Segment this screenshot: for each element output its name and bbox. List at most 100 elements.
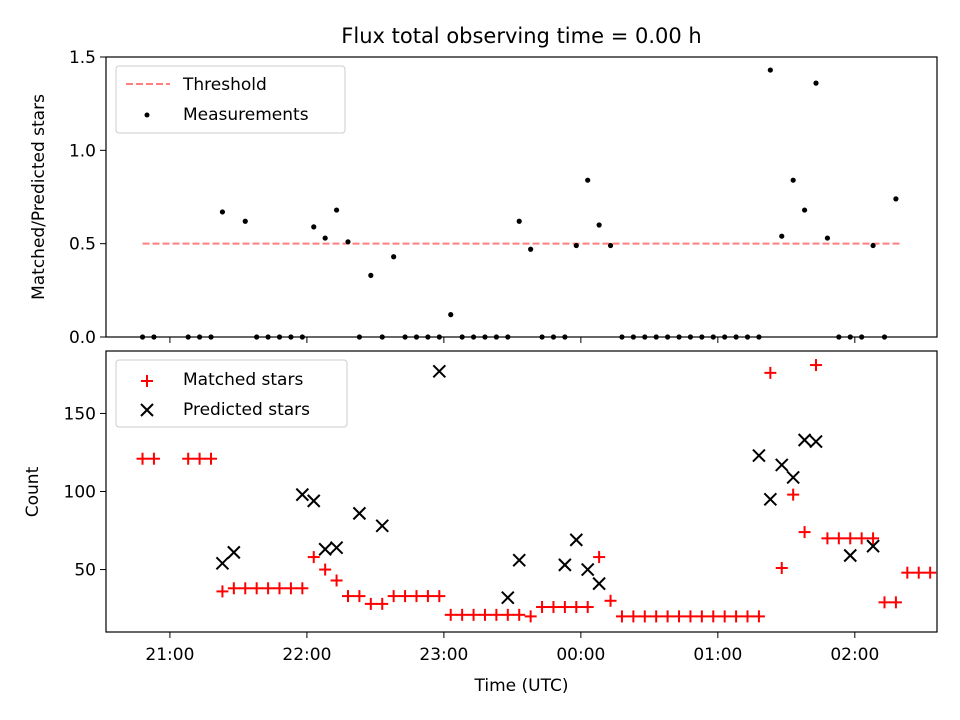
matched-star-point [570,601,583,614]
matched-star-point [889,596,902,609]
matched-star-point [273,582,286,595]
matched-star-point [901,566,914,579]
matched-star-point [741,610,754,623]
measurement-point [345,239,351,245]
measurement-point [528,246,534,252]
measurement-point [219,209,226,215]
matched-star-point [216,585,229,598]
matched-star-point [353,590,366,603]
predicted-star-point [512,553,526,567]
matched-star-point [615,610,628,623]
matched-star-point [752,610,765,623]
matched-star-point [650,610,663,623]
predicted-star-point [352,506,367,521]
bottom-legend: Matched stars Predicted stars [115,359,348,428]
bottom-y-axis-label: Count [23,466,43,517]
measurement-point [813,80,819,86]
x-tick-label: 22:00 [282,645,331,665]
matched-star-point [707,610,720,623]
predicted-star-point [866,539,880,553]
predicted-star-point [580,562,595,577]
x-axis-label: Time (UTC) [474,676,569,696]
predicted-star-point [375,519,389,533]
top-y-tick-label: 1.5 [69,48,96,68]
predicted-star-point [501,590,515,605]
bottom-y-tick-label: 150 [64,404,96,424]
matched-star-point [832,532,845,545]
top-y-axis: 0.0 0.5 1.0 1.5 [69,48,106,348]
matched-star-point [239,582,252,595]
matched-star-point [912,566,925,579]
matched-star-point [581,601,594,614]
matched-star-point [695,610,708,623]
matched-star-point [376,597,389,610]
measurement-point [824,235,831,241]
measurement-point [870,242,876,249]
matched-star-point [718,610,731,623]
matched-star-point [341,590,354,603]
predicted-star-point [227,545,241,560]
measurement-point [311,224,317,230]
matched-star-point [524,610,537,623]
matched-star-point [250,582,263,595]
matched-star-point [604,594,617,607]
matched-star-point [147,452,160,465]
top-y-tick-label: 0.5 [69,235,96,255]
measurement-point [391,254,397,260]
x-tick-label: 23:00 [419,645,468,665]
predicted-star-point [215,556,230,571]
matched-star-point [775,561,788,574]
predicted-legend-marker [140,403,154,417]
matched-star-point [330,574,343,587]
matched-star-point [627,610,640,623]
measurement-point [516,218,522,224]
x-tick-label: 01:00 [693,645,742,665]
matched-star-point [205,452,218,465]
predicted-star-point [295,487,310,502]
matched-star-point [558,601,571,614]
top-x-ticks [169,337,856,343]
matched-star-point [193,452,206,465]
matched-star-point [364,597,377,610]
matched-star-point [593,551,606,564]
matched-star-point [182,452,195,465]
measurement-point [448,312,454,318]
measurement-point [779,233,785,239]
measurement-point [893,196,899,202]
predicted-star-point [775,458,789,472]
predicted-legend-label: Predicted stars [183,400,310,420]
matched-star-point [821,532,834,545]
matched-star-point [867,532,880,545]
matched-star-point [810,359,823,372]
matched-star-point [844,532,857,545]
matched-star-point [878,596,891,609]
matched-legend-label: Matched stars [183,370,303,390]
bottom-y-tick-label: 50 [74,561,96,581]
measurement-point [585,177,591,183]
matched-star-point [513,608,526,621]
matched-legend-marker [141,375,153,387]
matched-star-point [490,608,503,621]
matched-star-point [547,601,560,614]
top-legend-box [115,65,346,134]
predicted-star-point [763,492,778,507]
predicted-star-point [809,434,823,449]
predicted-star-point [318,542,332,556]
top-y-axis-label: Matched/Predicted stars [29,94,49,300]
matched-star-point [855,532,868,545]
measurement-point [573,242,579,249]
predicted-star-point [307,494,321,508]
measurement-point [767,67,773,73]
measurement-point [607,242,614,249]
matched-star-point [284,582,297,595]
measurement-point [790,177,796,183]
predicted-star-point [329,540,344,555]
matched-star-point [421,590,434,603]
measurements-legend-label: Measurements [183,105,309,125]
measurements-legend-marker [144,112,150,118]
matched-star-point [924,566,937,579]
predicted-star-point [592,576,606,591]
matched-star-point [684,610,697,623]
matched-star-point [673,610,686,623]
matched-star-point [387,590,400,603]
